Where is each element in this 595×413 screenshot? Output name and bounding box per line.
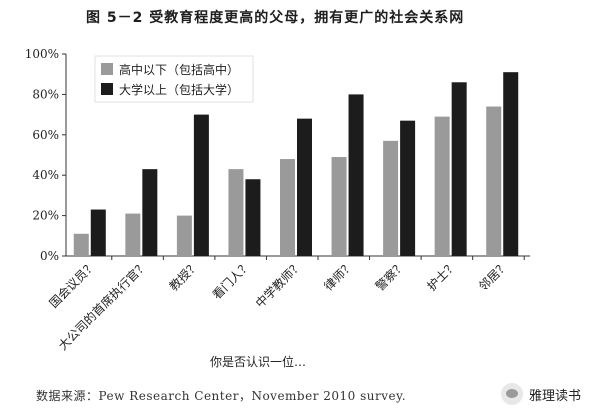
bar-college xyxy=(193,114,209,256)
bar-high-school xyxy=(73,233,89,256)
x-axis-label: 你是否认识一位… xyxy=(210,354,306,369)
wechat-logo-icon xyxy=(500,383,523,405)
legend-swatch xyxy=(101,63,113,75)
bar-college xyxy=(400,120,416,256)
x-tick-label: 护士？ xyxy=(424,258,459,293)
bar-college xyxy=(348,94,364,257)
y-tick-label: 40% xyxy=(32,168,59,182)
y-tick-label: 100% xyxy=(25,47,59,61)
bar-high-school xyxy=(125,213,141,256)
bar-college xyxy=(451,82,467,256)
bar-high-school xyxy=(280,159,295,256)
x-tick-label: 中学教师？ xyxy=(252,258,305,311)
x-tick-label: 邻居？ xyxy=(476,258,511,293)
bar-high-school xyxy=(486,106,502,257)
bar-college xyxy=(142,169,158,256)
figure-title: 图 5－2 受教育程度更高的父母，拥有更广的社会关系网 xyxy=(86,10,465,26)
legend xyxy=(94,55,254,103)
bar-high-school xyxy=(331,157,347,256)
legend-swatch xyxy=(101,83,113,95)
legend-label: 高中以下（包括高中） xyxy=(119,62,239,77)
x-tick-label: 警察？ xyxy=(372,258,408,294)
watermark: 雅理读书 xyxy=(500,383,581,405)
x-tick-label: 国会议员？ xyxy=(47,258,99,310)
y-tick-label: 0% xyxy=(40,249,59,263)
y-tick-label: 80% xyxy=(32,87,59,101)
bar-high-school xyxy=(383,140,399,256)
legend-label: 大学以上（包括大学） xyxy=(119,82,239,97)
bar-college xyxy=(245,179,261,256)
bar-chart: 0% 20% 40% 60% 80% 100% 国会议员？大公司的首席执行官？ 教授？ 看门人？… xyxy=(25,47,530,369)
x-tick-label: 教授？ xyxy=(166,258,202,294)
y-tick-label: 20% xyxy=(32,209,59,223)
bar-high-school xyxy=(228,169,244,256)
x-tick-label: 律师？ xyxy=(321,258,356,293)
source-note: 数据来源：Pew Research Center，November 2010 s… xyxy=(36,389,407,403)
y-tick-label: 60% xyxy=(32,128,59,142)
bar-college xyxy=(90,209,106,256)
bar-high-school xyxy=(434,116,450,257)
x-tick-label: 大公司的首席执行官？ xyxy=(55,258,150,353)
watermark-text: 雅理读书 xyxy=(528,388,581,404)
bar-high-school xyxy=(176,215,192,256)
bar-college xyxy=(503,72,519,257)
bar-college xyxy=(297,118,312,256)
x-tick-label: 看门人？ xyxy=(209,258,254,303)
